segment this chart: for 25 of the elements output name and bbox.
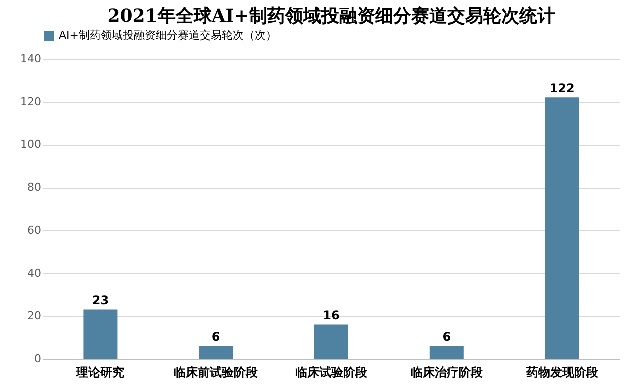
data-label: 23 (92, 294, 110, 308)
data-label: 6 (212, 330, 220, 344)
data-label: 122 (550, 82, 575, 96)
x-tick-label: 药物发现阶段 (525, 366, 600, 380)
y-tick-label: 140 (20, 52, 42, 66)
y-tick-label: 0 (34, 352, 42, 366)
bar (314, 324, 348, 359)
bar (199, 346, 234, 359)
x-tick-label: 理论研究 (76, 366, 125, 380)
x-tick-label: 临床试验阶段 (296, 366, 368, 380)
legend-label: AI+制药领域投融资细分赛道交易轮次（次） (59, 29, 277, 42)
y-tick-label: 80 (28, 181, 42, 194)
y-tick-label: 20 (28, 310, 42, 323)
bar (430, 346, 464, 359)
y-tick-label: 120 (20, 95, 42, 108)
y-tick-label: 100 (20, 138, 42, 152)
chart-title: 2021年全球AI+制药领域投融资细分赛道交易轮次统计 (108, 6, 556, 27)
y-tick-label: 40 (28, 266, 42, 280)
data-label: 6 (442, 330, 452, 344)
y-tick-label: 60 (28, 224, 42, 237)
bar (545, 98, 580, 359)
x-tick-label: 临床前试验阶段 (174, 366, 260, 380)
x-tick-label: 临床治疗阶段 (410, 366, 484, 380)
bar (84, 310, 118, 359)
data-label: 16 (323, 308, 340, 323)
